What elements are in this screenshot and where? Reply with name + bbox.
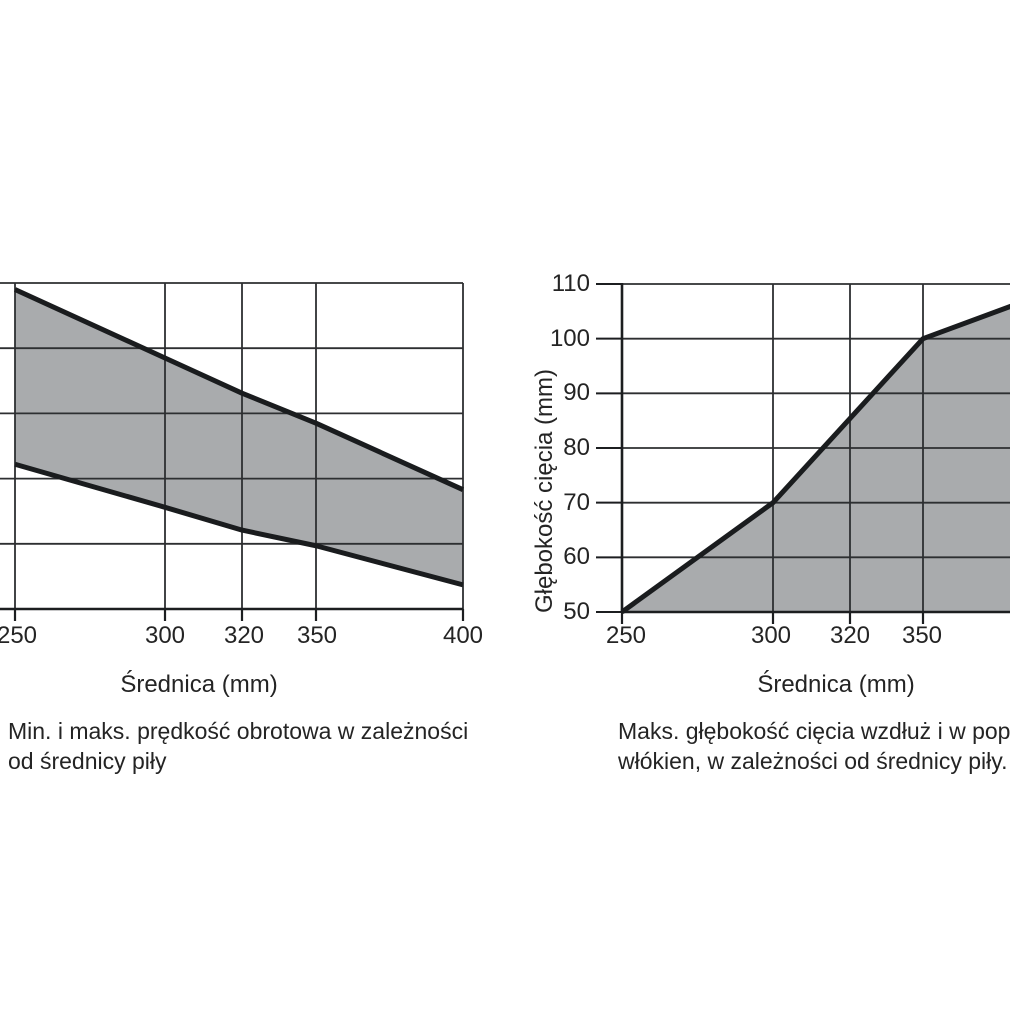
right-chart-y-tick-label: 90	[563, 379, 590, 407]
left-chart-caption: Min. i maks. prędkość obrotowa w zależno…	[8, 716, 468, 776]
right-chart-x-tick-label: 320	[829, 622, 871, 649]
left-chart-x-axis-title: Średnica (mm)	[120, 671, 278, 698]
right-chart-caption: Maks. głębokość cięcia wzdłuż i w popr w…	[618, 716, 1010, 776]
left-chart-x-tick-label: 300	[144, 622, 186, 649]
right-chart-y-axis-title: Głębokość cięcia (mm)	[531, 368, 558, 614]
right-chart-x-axis-title: Średnica (mm)	[757, 671, 915, 698]
left-chart-x-tick-label: 250	[0, 622, 38, 649]
left-chart-max-speed-line	[13, 287, 465, 492]
right-chart-y-tick-label: 50	[563, 598, 590, 625]
right-chart-caption-line-2: włókien, w zależności od średnicy piły.	[618, 748, 1008, 774]
right-chart-depth-line	[620, 303, 1010, 615]
right-chart-y-tick-label: 80	[563, 434, 590, 461]
left-chart-x-tick-label: 350	[296, 622, 338, 649]
left-chart-x-tick-label: 320	[223, 622, 265, 649]
right-chart-x-tick-label: 300	[750, 622, 792, 649]
right-chart-y-tick-label: 110	[551, 270, 590, 297]
left-chart-caption-line-2: od średnicy piły	[8, 748, 167, 774]
left-chart-band-area	[15, 289, 463, 585]
right-chart-caption-line-1: Maks. głębokość cięcia wzdłuż i w popr	[618, 718, 1010, 744]
right-chart-y-tick-label: 60	[563, 543, 590, 571]
left-chart-x-tick-label: 400	[442, 622, 484, 649]
right-chart-y-tick-label: 100	[549, 324, 590, 352]
left-chart-caption-line-1: Min. i maks. prędkość obrotowa w zależno…	[8, 718, 469, 744]
right-chart-x-tick-label: 250	[605, 622, 647, 649]
right-chart-x-tick-label: 350	[901, 622, 943, 649]
right-chart-y-tick-label: 70	[563, 488, 590, 516]
left-chart-min-speed-line	[14, 461, 464, 588]
